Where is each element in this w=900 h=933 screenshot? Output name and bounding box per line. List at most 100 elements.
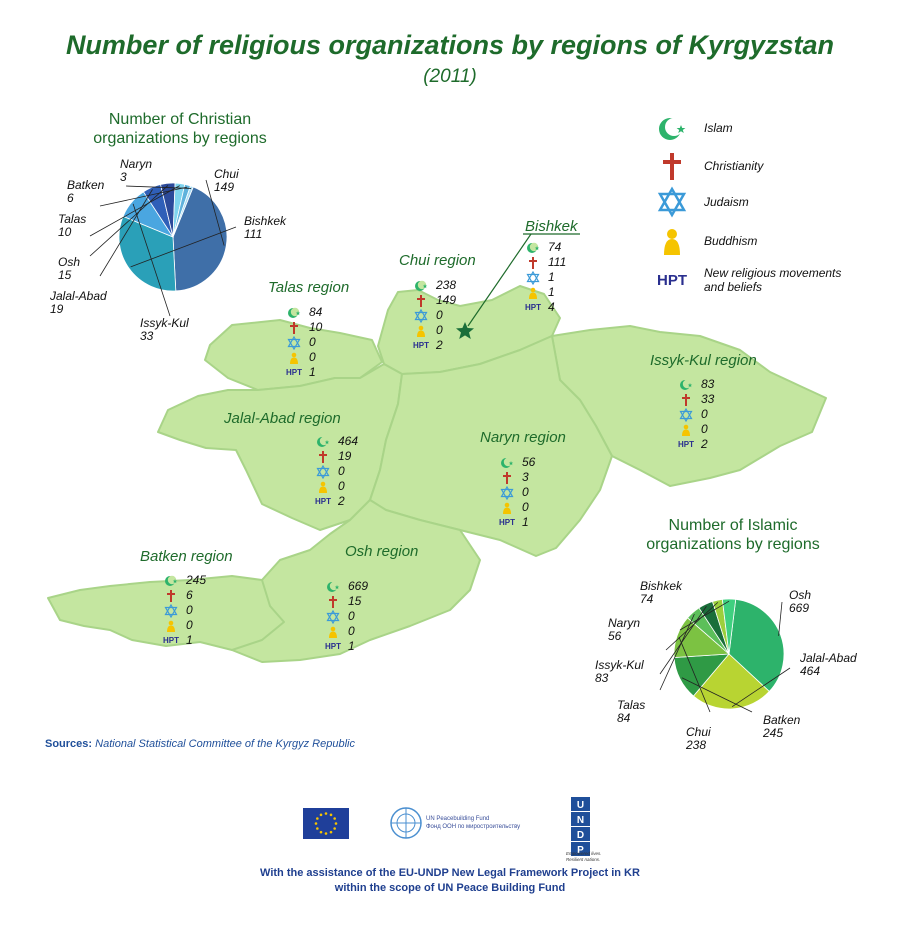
crescent-star-icon [165, 575, 178, 586]
legend-label-christianity: Christianity [704, 159, 764, 173]
stat-value-new: 2 [338, 494, 345, 508]
buddha-icon [529, 287, 537, 299]
islamic-chart-title: Number of Islamic organizations by regio… [646, 517, 820, 553]
stat-value-new: 1 [348, 639, 355, 653]
pie-label-bishkek: Bishkek 74 [640, 579, 683, 606]
pie-slice-bishkek [118, 215, 177, 292]
stat-value-new: 1 [522, 515, 529, 529]
stat-row-buddhism: 0 [498, 500, 535, 515]
stat-row-buddhism: 1 [524, 285, 566, 300]
crescent-star-icon [327, 581, 340, 592]
stat-row-christianity: 33 [677, 392, 714, 407]
crescent-star-icon [680, 379, 693, 390]
stat-value-buddhism: 0 [186, 618, 193, 632]
stat-row-new: HPT 1 [324, 639, 368, 654]
buddha-icon [329, 626, 337, 638]
pie-leader-line [99, 189, 153, 277]
stat-value-islam: 84 [309, 305, 323, 319]
star-of-david-icon [500, 485, 514, 500]
pie-leader-line [678, 636, 711, 713]
cross-icon [167, 589, 175, 602]
hpt-icon: HPT [286, 368, 302, 377]
assistance-line-1: With the assistance of the EU-UNDP New L… [260, 867, 640, 879]
stat-value-judaism: 0 [186, 603, 193, 617]
bishkek-pointer-line [467, 233, 532, 327]
pie-slice-jalal-abad [692, 653, 770, 710]
stat-value-judaism: 0 [522, 485, 529, 499]
region-name-talas: Talas region [268, 279, 350, 296]
pie-label-issyk-kul: Issyk-Kul 33 [140, 316, 189, 343]
legend-item-judaism: Judaism [652, 186, 749, 218]
sources-note: Sources: National Statistical Committee … [45, 738, 355, 750]
stat-value-new: 2 [436, 338, 443, 352]
region-name-chui: Chui region [399, 252, 476, 269]
stat-row-christianity: 15 [324, 594, 368, 609]
star-of-david-icon [679, 407, 693, 422]
crescent-star-icon [659, 118, 686, 140]
stat-value-islam: 56 [522, 455, 536, 469]
stat-value-christianity: 3 [522, 470, 529, 484]
stat-row-buddhism: 0 [324, 624, 368, 639]
page-title: Number of religious organizations by reg… [65, 30, 835, 60]
star-of-david-icon [287, 335, 301, 350]
pie-label-osh: Osh 669 [789, 588, 812, 615]
region-stats-talas: 84 10 0 0 HPT 1 [285, 305, 322, 380]
stat-value-christianity: 10 [309, 320, 323, 334]
pie-label-naryn: Naryn 3 [120, 157, 153, 184]
cross-icon [503, 471, 511, 484]
star-of-david-icon [657, 186, 687, 218]
legend-item-buddhism: Buddhism [652, 225, 757, 257]
stat-row-islam: 83 [677, 377, 714, 392]
hpt-icon: HPT [657, 271, 687, 289]
assistance-line-2: within the scope of UN Peace Building Fu… [334, 882, 566, 894]
pie-label-talas: Talas 10 [58, 212, 87, 239]
pie-leader-line [679, 600, 730, 631]
pie-leader-line [778, 601, 783, 636]
christian-pie-chart [118, 182, 228, 292]
region-stats-osh: 669 15 0 0 HPT 1 [324, 579, 368, 654]
star-of-david-icon [316, 464, 330, 479]
stat-row-christianity: 6 [162, 588, 206, 603]
buddha-icon [682, 424, 690, 436]
stat-row-islam: 464 [314, 434, 358, 449]
crescent-star-icon [527, 242, 540, 253]
pie-leader-line [681, 677, 753, 713]
stat-value-islam: 238 [436, 278, 457, 292]
hpt-icon: HPT [163, 636, 179, 645]
stat-row-new: HPT 2 [677, 437, 714, 452]
pie-leader-line [125, 185, 192, 189]
stat-value-christianity: 19 [338, 449, 352, 463]
stat-value-christianity: 111 [548, 255, 567, 269]
legend-label-new-religions: New religious movements and beliefs [704, 266, 842, 294]
stat-row-christianity: 149 [412, 293, 456, 308]
pie-label-naryn: Naryn 56 [608, 616, 641, 643]
stat-row-islam: 56 [498, 455, 535, 470]
stat-row-new: HPT 1 [498, 515, 535, 530]
pie-label-batken: Batken 245 [763, 713, 801, 740]
pie-slice-osh [728, 598, 785, 693]
region-stats-jalal-abad: 464 19 0 0 HPT 2 [314, 434, 358, 509]
pie-leader-line [659, 606, 707, 675]
stat-value-buddhism: 1 [548, 285, 555, 299]
pie-leader-line [89, 185, 169, 257]
legend-label-buddhism: Buddhism [704, 234, 758, 248]
stat-row-buddhism: 0 [285, 350, 322, 365]
stat-row-judaism: 0 [677, 407, 714, 422]
region-name-bishkek: Bishkek [525, 218, 578, 235]
stat-value-judaism: 0 [348, 609, 355, 623]
crescent-star-icon [501, 457, 514, 468]
assistance-note: With the assistance of the EU-UNDP New L… [0, 866, 900, 896]
buddha-icon [319, 481, 327, 493]
cross-icon [417, 294, 425, 307]
region-name-issyk-kul: Issyk-Kul region [650, 352, 757, 369]
stat-value-buddhism: 0 [522, 500, 529, 514]
stat-value-islam: 464 [338, 434, 359, 448]
stat-value-christianity: 33 [701, 392, 715, 406]
crescent-star-icon [288, 307, 301, 318]
stat-row-judaism: 0 [412, 308, 456, 323]
region-stats-naryn: 56 3 0 0 HPT 1 [498, 455, 535, 530]
pie-slice-naryn [172, 185, 194, 238]
region-stats-batken: 245 6 0 0 HPT 1 [162, 573, 206, 648]
stat-row-christianity: 19 [314, 449, 358, 464]
hpt-icon: HPT [315, 497, 331, 506]
